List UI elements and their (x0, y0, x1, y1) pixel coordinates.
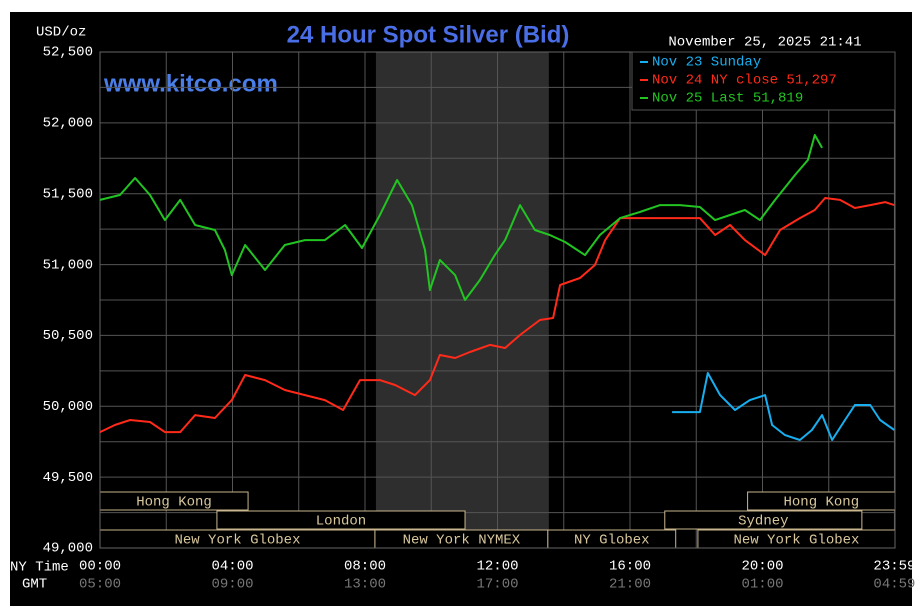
session-label: Hong Kong (783, 495, 859, 511)
y-tick-label: 50,000 (43, 399, 93, 415)
series-line (99, 197, 895, 434)
x2-tick-label: 01:00 (741, 577, 783, 593)
series-line (672, 372, 895, 441)
legend-label: Nov 24 NY close 51,297 (652, 73, 837, 89)
x2-tick-label: 05:00 (79, 577, 121, 593)
x-axis-label: NY Time (10, 560, 69, 576)
x2-tick-label: 09:00 (211, 577, 253, 593)
watermark: www.kitco.com (103, 70, 278, 97)
x-tick-label: 23:59 (873, 559, 915, 575)
x-tick-label: 12:00 (476, 559, 518, 575)
legend-label: Nov 25 Last 51,819 (652, 91, 803, 107)
session-label: London (316, 514, 366, 530)
plot-border (99, 51, 896, 549)
session-bar (216, 510, 466, 530)
y-tick-label: 51,500 (43, 186, 93, 202)
session-label: New York Globex (733, 533, 859, 549)
x-tick-label: 00:00 (79, 559, 121, 575)
x2-tick-label: 13:00 (344, 577, 386, 593)
x2-tick-label: 21:00 (609, 577, 651, 593)
session-label: Sydney (738, 514, 788, 530)
timestamp: November 25, 2025 21:41 (668, 35, 861, 51)
y-tick-label: 52,000 (43, 116, 93, 132)
y-axis-label: USD/oz (36, 25, 86, 41)
session-label: NY Globex (574, 533, 650, 549)
y-tick-label: 52,500 (43, 45, 93, 61)
legend-label: Nov 23 Sunday (652, 55, 761, 71)
x2-tick-label: 17:00 (476, 577, 518, 593)
x-tick-label: 08:00 (344, 559, 386, 575)
session-label: Hong Kong (136, 495, 212, 511)
series-line (99, 134, 823, 301)
y-tick-label: 50,500 (43, 328, 93, 344)
session-bar (664, 510, 863, 530)
chart-title: 24 Hour Spot Silver (Bid) (287, 21, 570, 48)
x-tick-label: 20:00 (741, 559, 783, 575)
y-tick-label: 51,000 (43, 257, 93, 273)
x-tick-label: 16:00 (609, 559, 651, 575)
x-tick-label: 04:00 (211, 559, 253, 575)
x2-axis-label: GMT (22, 577, 47, 593)
legend-box (631, 51, 896, 111)
x2-tick-label: 04:59 (873, 577, 915, 593)
session-label: New York NYMEX (403, 533, 521, 549)
session-label: New York Globex (174, 533, 300, 549)
y-tick-label: 49,500 (43, 470, 93, 486)
y-tick-label: 49,000 (43, 541, 93, 557)
